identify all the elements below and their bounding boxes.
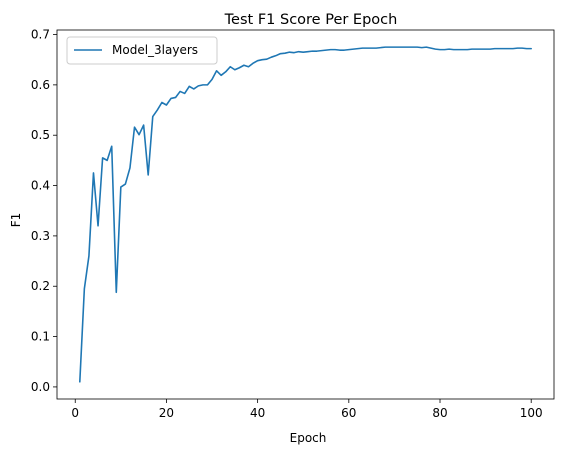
- y-tick-label: 0.2: [31, 279, 50, 293]
- y-tick-label: 0.7: [31, 28, 50, 42]
- legend-box: [66, 36, 218, 65]
- y-tick-label: 0.3: [31, 229, 50, 243]
- x-tick-label: 100: [520, 406, 543, 420]
- legend: Model_3layers: [66, 36, 218, 65]
- x-tick-label: 20: [159, 406, 174, 420]
- chart-title: Test F1 Score Per Epoch: [224, 12, 398, 28]
- series-line-0: [79, 46, 533, 383]
- axes-frame: [56, 29, 555, 400]
- x-tick-label: 40: [250, 406, 265, 420]
- y-axis-ticks: 0.0 0.1 0.2 0.3 0.4 0.5 0.6 0.7: [31, 28, 57, 394]
- x-tick-label: 0: [71, 406, 79, 420]
- y-tick-label: 0.4: [31, 179, 50, 193]
- y-tick-label: 0.0: [31, 380, 50, 394]
- y-tick-label: 0.5: [31, 128, 50, 142]
- x-axis-ticks: 0 20 40 60 80 100: [71, 399, 543, 420]
- y-tick-label: 0.1: [31, 330, 50, 344]
- series-layer: [79, 46, 533, 383]
- x-axis-label: Epoch: [290, 431, 327, 445]
- y-tick-label: 0.6: [31, 78, 50, 92]
- legend-label: Model_3layers: [112, 43, 198, 57]
- plot-area: [56, 29, 555, 400]
- x-tick-label: 60: [341, 406, 356, 420]
- x-tick-label: 80: [432, 406, 447, 420]
- y-axis-label: F1: [9, 213, 23, 228]
